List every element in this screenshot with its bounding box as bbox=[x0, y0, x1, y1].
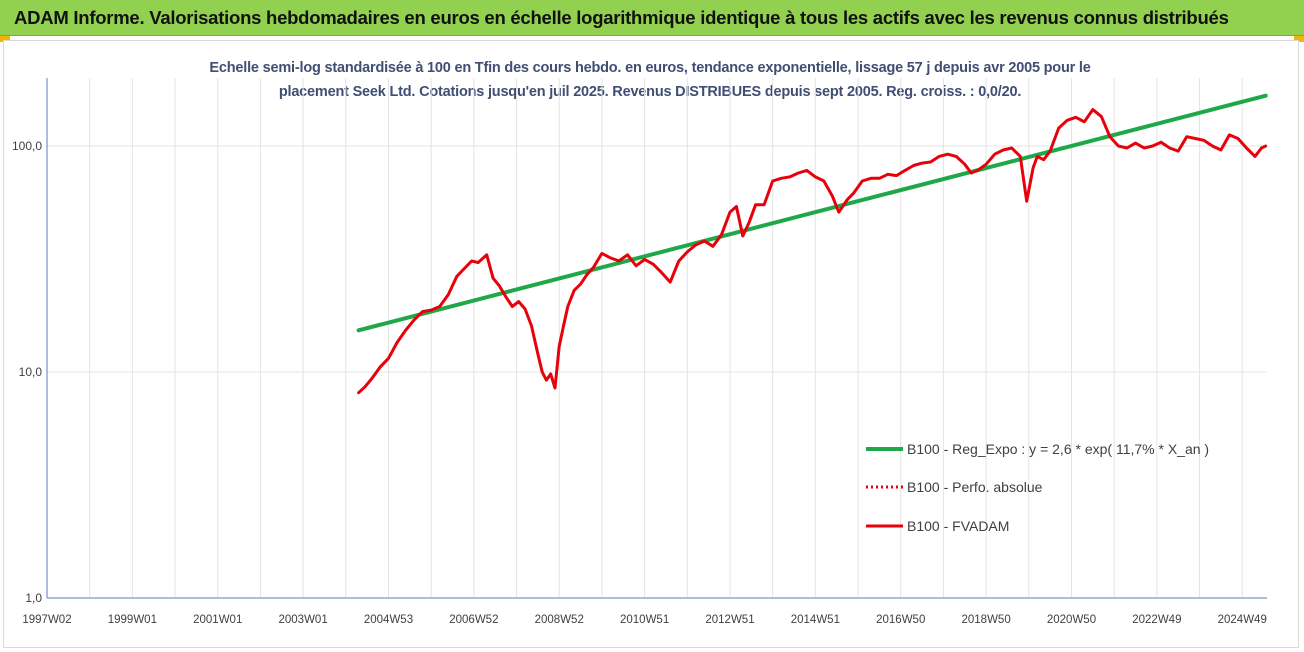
axes: 1,0 10,0 100,0 1997W02 1999W01 2001W01 2003W01… bbox=[12, 78, 1267, 626]
legend: B100 - Reg_Expo : y = 2,6 * exp( 11,7% *… bbox=[866, 441, 1209, 534]
corner-marker-left bbox=[0, 36, 10, 42]
title-banner: ADAM Informe. Valorisations hebdomadaire… bbox=[0, 0, 1304, 36]
x-tick-label: 2014W51 bbox=[791, 614, 840, 626]
x-tick-label: 2001W01 bbox=[193, 614, 242, 626]
chart-subtitle-line-1: Echelle semi-log standardisée à 100 en T… bbox=[209, 60, 1091, 76]
x-tick-label: 1997W02 bbox=[22, 614, 71, 626]
x-tick-label: 2020W50 bbox=[1047, 614, 1096, 626]
x-tick-label: 2006W52 bbox=[449, 614, 498, 626]
legend-entry-regression-label: B100 - Reg_Expo : y = 2,6 * exp( 11,7% *… bbox=[907, 441, 1209, 457]
x-tick-label: 2024W49 bbox=[1218, 614, 1267, 626]
chart-subtitle: Echelle semi-log standardisée à 100 en T… bbox=[150, 56, 1150, 104]
y-tick-label: 10,0 bbox=[19, 365, 43, 379]
x-tick-label: 2022W49 bbox=[1132, 614, 1181, 626]
x-tick-label: 2010W51 bbox=[620, 614, 669, 626]
x-tick-label: 2012W51 bbox=[705, 614, 754, 626]
regression-line bbox=[356, 93, 1268, 333]
x-tick-label: 2016W50 bbox=[876, 614, 925, 626]
x-tick-label: 2008W52 bbox=[535, 614, 584, 626]
legend-entry-perfo-absolue-label: B100 - Perfo. absolue bbox=[907, 479, 1043, 495]
x-tick-label: 1999W01 bbox=[108, 614, 157, 626]
corner-marker-right bbox=[1294, 36, 1304, 42]
legend-entry-fvadam-label: B100 - FVADAM bbox=[907, 518, 1009, 534]
series-lines bbox=[356, 93, 1268, 395]
x-tick-label: 2018W50 bbox=[962, 614, 1011, 626]
x-tick-label: 2004W53 bbox=[364, 614, 413, 626]
y-tick-label: 100,0 bbox=[12, 139, 42, 153]
x-tick-label: 2003W01 bbox=[279, 614, 328, 626]
chart-subtitle-line-2: placement Seek Ltd. Cotations jusqu'en j… bbox=[278, 84, 1022, 100]
banner-title: ADAM Informe. Valorisations hebdomadaire… bbox=[14, 7, 1229, 28]
grid-lines bbox=[46, 78, 1267, 599]
fvadam-line bbox=[357, 108, 1268, 395]
y-tick-label: 1,0 bbox=[25, 591, 42, 605]
